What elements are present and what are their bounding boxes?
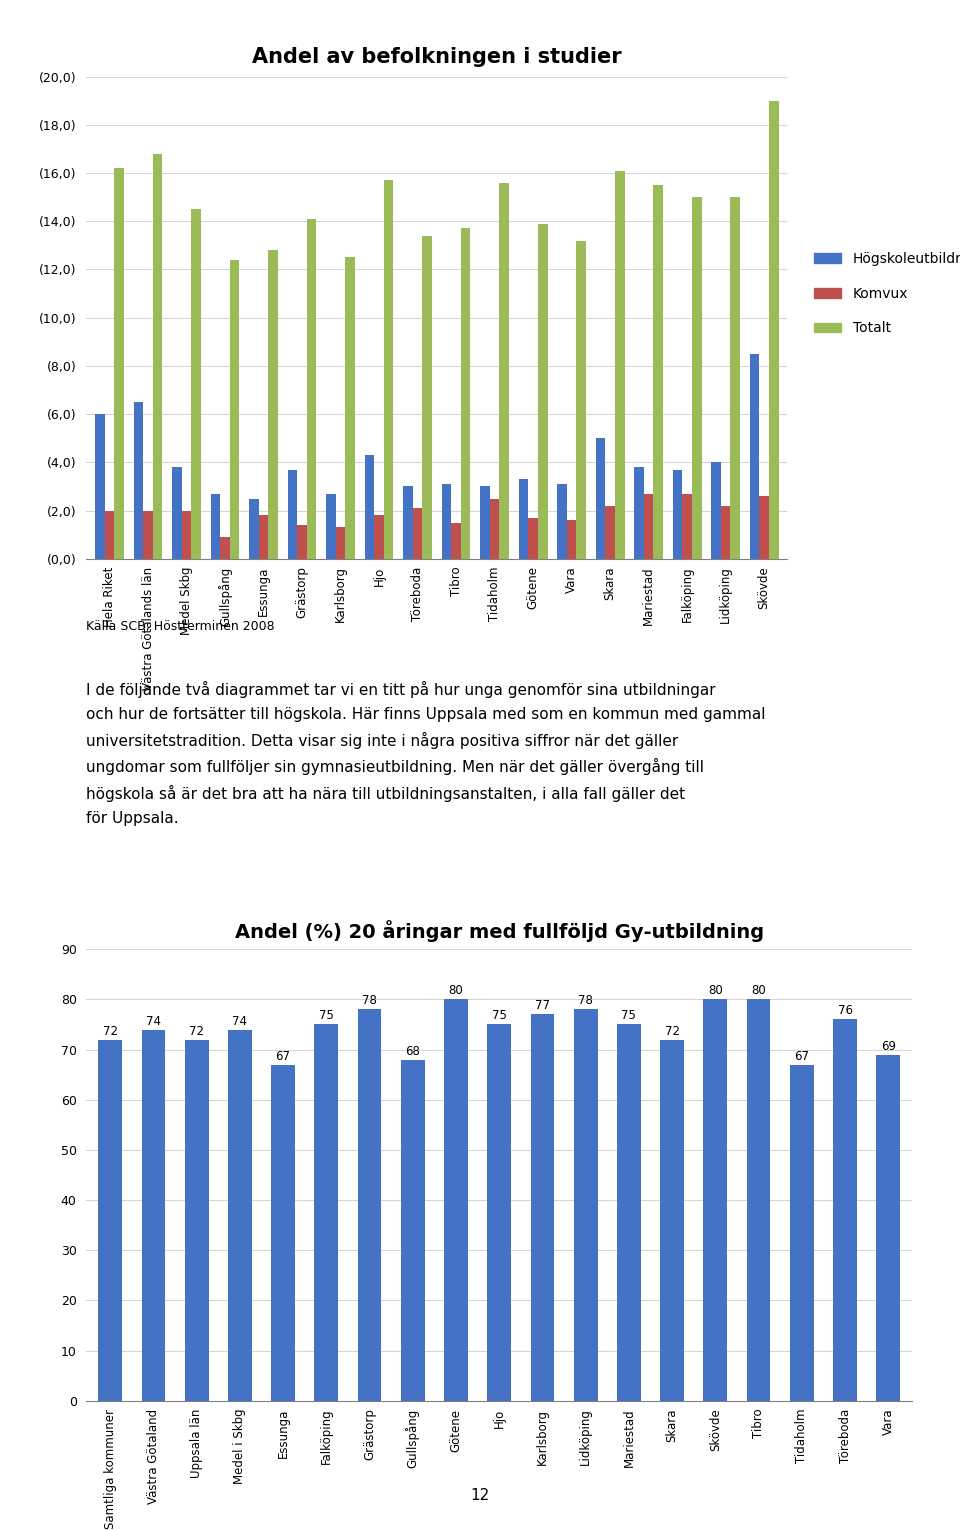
Title: Andel av befolkningen i studier: Andel av befolkningen i studier (252, 46, 622, 67)
Bar (143, 510, 153, 559)
Bar (595, 438, 605, 559)
Bar (673, 470, 683, 559)
Bar (731, 197, 740, 559)
Bar (249, 499, 258, 559)
Bar (574, 1009, 597, 1401)
Bar (365, 455, 374, 559)
Bar (617, 1024, 640, 1401)
Bar (95, 413, 105, 559)
Bar (98, 1040, 122, 1401)
Bar (413, 508, 422, 559)
Text: Källa SCB, Höstterminen 2008: Källa SCB, Höstterminen 2008 (86, 620, 275, 632)
Bar (298, 525, 307, 559)
Text: 74: 74 (146, 1015, 161, 1027)
Bar (499, 182, 509, 559)
Bar (153, 153, 162, 559)
Text: 80: 80 (448, 984, 464, 997)
Text: 75: 75 (319, 1009, 334, 1023)
Bar (401, 1059, 424, 1401)
Bar (692, 197, 702, 559)
Bar (759, 496, 769, 559)
Text: 67: 67 (794, 1050, 809, 1063)
Bar (326, 493, 336, 559)
Text: 72: 72 (103, 1024, 118, 1038)
Text: 69: 69 (880, 1040, 896, 1053)
Bar (271, 1064, 295, 1401)
Bar (228, 1029, 252, 1401)
Text: 75: 75 (621, 1009, 636, 1023)
Bar (358, 1009, 381, 1401)
Text: I de följande två diagrammet tar vi en titt på hur unga genomför sina utbildning: I de följande två diagrammet tar vi en t… (86, 681, 766, 825)
Bar (461, 228, 470, 559)
Bar (133, 403, 143, 559)
Text: 76: 76 (837, 1004, 852, 1018)
Bar (635, 467, 644, 559)
Bar (269, 250, 278, 559)
Bar (307, 219, 317, 559)
Bar (660, 1040, 684, 1401)
Bar (374, 516, 384, 559)
Bar (538, 224, 547, 559)
Bar (181, 510, 191, 559)
Bar (258, 516, 269, 559)
Text: 78: 78 (362, 995, 377, 1007)
Bar (876, 1055, 900, 1401)
Bar (704, 1000, 728, 1401)
Bar (488, 1024, 511, 1401)
Bar (615, 170, 625, 559)
Bar (750, 354, 759, 559)
Bar (315, 1024, 338, 1401)
Text: 67: 67 (276, 1050, 291, 1063)
Bar (721, 505, 731, 559)
Bar (114, 168, 124, 559)
Text: 77: 77 (535, 1000, 550, 1012)
Bar (833, 1020, 857, 1401)
Text: 74: 74 (232, 1015, 248, 1027)
Text: 72: 72 (189, 1024, 204, 1038)
Text: 78: 78 (578, 995, 593, 1007)
Bar (683, 493, 692, 559)
Bar (769, 101, 779, 559)
Bar (605, 505, 615, 559)
Bar (451, 522, 461, 559)
Bar (528, 517, 538, 559)
Text: 75: 75 (492, 1009, 507, 1023)
Bar (644, 493, 654, 559)
Bar (141, 1029, 165, 1401)
Bar (384, 181, 394, 559)
Title: Andel (%) 20 åringar med fullföljd Gy-utbildning: Andel (%) 20 åringar med fullföljd Gy-ut… (234, 920, 764, 942)
Bar (422, 236, 432, 559)
Text: 72: 72 (664, 1024, 680, 1038)
Text: 80: 80 (751, 984, 766, 997)
Bar (229, 260, 239, 559)
Bar (288, 470, 298, 559)
Bar (654, 185, 663, 559)
Bar (490, 499, 499, 559)
Bar (210, 493, 220, 559)
Bar (531, 1015, 554, 1401)
Bar (336, 528, 346, 559)
Bar (576, 240, 586, 559)
Bar (346, 257, 355, 559)
Bar (566, 521, 576, 559)
Bar (518, 479, 528, 559)
Bar (557, 484, 566, 559)
Bar (480, 487, 490, 559)
Bar (191, 210, 201, 559)
Bar (790, 1064, 814, 1401)
Bar (747, 1000, 771, 1401)
Text: 80: 80 (708, 984, 723, 997)
Bar (442, 484, 451, 559)
Bar (711, 462, 721, 559)
Bar (105, 510, 114, 559)
Bar (220, 537, 229, 559)
Legend: Högskoleutbildning, Komvux, Totalt: Högskoleutbildning, Komvux, Totalt (808, 246, 960, 341)
Bar (172, 467, 181, 559)
Text: 68: 68 (405, 1044, 420, 1058)
Text: 12: 12 (470, 1488, 490, 1503)
Bar (444, 1000, 468, 1401)
Bar (403, 487, 413, 559)
Bar (184, 1040, 208, 1401)
